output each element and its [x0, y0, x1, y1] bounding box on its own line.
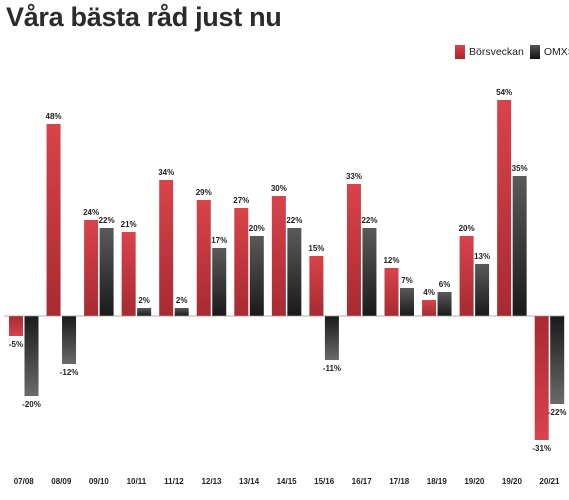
data-label-borsveckan-8: 15%	[308, 244, 324, 253]
bar-borsveckan-10	[384, 268, 399, 316]
bar-borsveckan-1	[46, 124, 61, 316]
bar-borsveckan-7	[271, 196, 286, 316]
page-title: Våra bästa råd just nu	[6, 2, 282, 32]
x-tick-label-14: 20/21	[539, 477, 560, 486]
data-label-omxsgi-14: -22%	[548, 408, 567, 417]
data-label-omxsgi-2: 22%	[99, 216, 115, 225]
data-label-omxsgi-3: 2%	[138, 296, 150, 305]
bar-borsveckan-4	[159, 180, 174, 316]
x-tick-label-0: 07/08	[14, 477, 35, 486]
data-label-borsveckan-14: -31%	[532, 444, 551, 453]
data-label-omxsgi-4: 2%	[176, 296, 188, 305]
data-label-omxsgi-11: 6%	[439, 280, 451, 289]
x-tick-label-8: 15/16	[314, 477, 335, 486]
x-tick-label-10: 17/18	[389, 477, 410, 486]
data-label-borsveckan-12: 20%	[459, 224, 475, 233]
data-label-borsveckan-11: 4%	[423, 288, 435, 297]
bar-omxsgi-14	[550, 316, 565, 404]
data-label-omxsgi-6: 20%	[249, 224, 265, 233]
bar-borsveckan-2	[84, 220, 99, 316]
bar-borsveckan-14	[534, 316, 549, 440]
data-label-borsveckan-3: 21%	[121, 220, 137, 229]
bar-borsveckan-5	[196, 200, 211, 316]
bar-omxsgi-2	[99, 228, 114, 316]
data-label-borsveckan-10: 12%	[383, 256, 399, 265]
data-label-borsveckan-0: -5%	[9, 340, 23, 349]
data-label-omxsgi-13: 35%	[512, 164, 528, 173]
bar-borsveckan-3	[121, 232, 136, 316]
bar-omxsgi-1	[62, 316, 77, 364]
legend-label-omxsgi: OMXSGI	[543, 46, 569, 58]
bar-borsveckan-8	[309, 256, 324, 316]
legend-item-omxsgi: OMXSGI	[529, 45, 569, 59]
x-tick-label-7: 14/15	[277, 477, 298, 486]
x-tick-label-9: 16/17	[352, 477, 373, 486]
data-label-borsveckan-5: 29%	[196, 188, 212, 197]
bar-omxsgi-10	[400, 288, 414, 316]
data-label-omxsgi-5: 17%	[211, 236, 227, 245]
data-label-borsveckan-7: 30%	[271, 184, 287, 193]
bar-omxsgi-5	[212, 248, 227, 316]
data-label-omxsgi-1: -12%	[60, 368, 79, 377]
bar-omxsgi-3	[137, 308, 152, 316]
bar-omxsgi-12	[475, 264, 490, 316]
data-label-borsveckan-4: 34%	[158, 168, 174, 177]
bar-omxsgi-0	[24, 316, 39, 396]
bar-borsveckan-0	[9, 316, 23, 336]
data-label-borsveckan-2: 24%	[83, 208, 99, 217]
bar-borsveckan-6	[234, 208, 249, 316]
chart-legend: Börsveckan OMXSGI	[455, 45, 569, 59]
bar-omxsgi-8	[324, 316, 339, 360]
x-tick-label-13: 19/20	[502, 477, 523, 486]
x-tick-label-11: 18/19	[427, 477, 448, 486]
data-label-borsveckan-13: 54%	[496, 88, 512, 97]
bar-borsveckan-12	[459, 236, 474, 316]
data-label-borsveckan-6: 27%	[233, 196, 249, 205]
bar-omxsgi-13	[512, 176, 527, 316]
x-tick-label-4: 11/12	[164, 477, 184, 486]
data-label-omxsgi-12: 13%	[474, 252, 490, 261]
legend-swatch-omxsgi	[529, 45, 540, 59]
x-tick-label-5: 12/13	[201, 477, 222, 486]
bar-omxsgi-4	[174, 308, 189, 316]
data-label-omxsgi-0: -20%	[22, 400, 41, 409]
bar-borsveckan-13	[497, 100, 512, 316]
bar-omxsgi-11	[437, 292, 452, 316]
legend-label-borsveckan: Börsveckan	[469, 46, 524, 58]
x-tick-label-2: 09/10	[89, 477, 110, 486]
data-label-omxsgi-8: -11%	[323, 364, 341, 373]
bar-omxsgi-7	[287, 228, 302, 316]
data-label-borsveckan-1: 48%	[46, 112, 62, 121]
x-tick-label-1: 08/09	[51, 477, 72, 486]
bar-omxsgi-9	[362, 228, 377, 316]
x-tick-label-12: 19/20	[464, 477, 485, 486]
bar-omxsgi-6	[249, 236, 264, 316]
legend-swatch-borsveckan	[455, 45, 465, 59]
legend-item-borsveckan: Börsveckan	[455, 45, 524, 59]
data-label-borsveckan-9: 33%	[346, 172, 362, 181]
data-label-omxsgi-7: 22%	[286, 216, 302, 225]
bar-borsveckan-9	[346, 184, 361, 316]
data-label-omxsgi-10: 7%	[401, 276, 413, 285]
bar-borsveckan-11	[422, 300, 437, 316]
x-tick-label-3: 10/11	[127, 477, 147, 486]
x-tick-label-6: 13/14	[239, 477, 260, 486]
data-label-omxsgi-9: 22%	[361, 216, 377, 225]
